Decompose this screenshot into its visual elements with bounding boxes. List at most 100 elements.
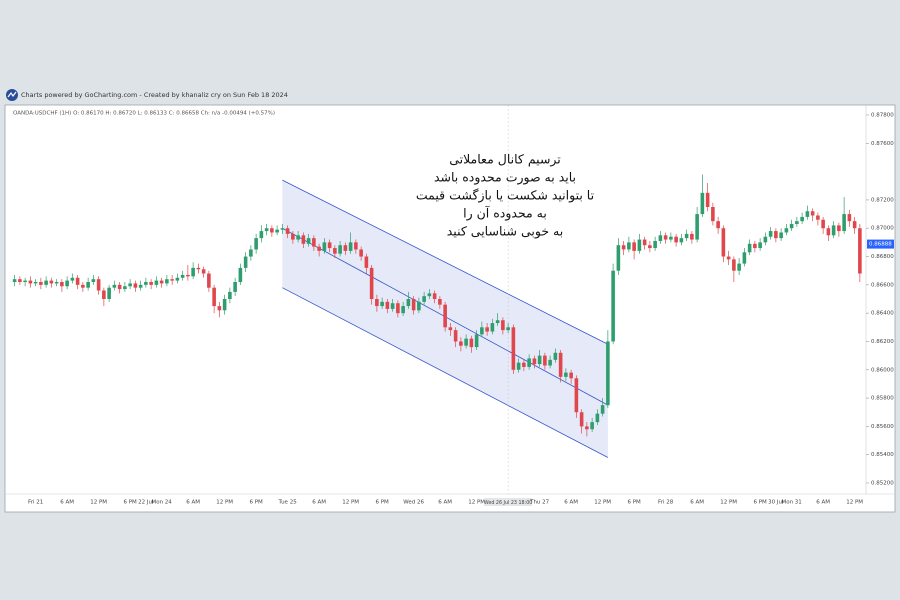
x-tick-label: 6 AM — [816, 500, 830, 506]
candle-body — [191, 267, 195, 277]
candle-body — [506, 327, 510, 331]
candle-body — [417, 301, 421, 311]
candle-body — [275, 229, 279, 233]
candle-body — [133, 283, 138, 288]
candle-body — [259, 231, 264, 239]
candle-body — [138, 284, 143, 288]
candle-body — [301, 235, 306, 244]
candle-body — [600, 405, 605, 414]
candle-body — [474, 334, 479, 348]
candle-body — [49, 280, 54, 284]
candle-body — [642, 239, 647, 246]
x-tick-label: 6 PM — [249, 500, 263, 506]
candle-body — [264, 228, 269, 232]
y-tick-label: 0.86600 — [871, 282, 894, 288]
x-tick-label: 30 Jul — [768, 500, 784, 506]
annotation-line: باید به صورت محدوده باشد — [434, 170, 576, 186]
candle-body — [180, 274, 185, 278]
candle-body — [222, 299, 227, 311]
x-tick-label: 12 PM — [720, 500, 737, 506]
candle-body — [495, 320, 500, 324]
candle-body — [233, 282, 237, 292]
candle-body — [480, 327, 484, 335]
channel-lower — [282, 287, 609, 458]
candle-body — [653, 240, 657, 249]
candle-body — [627, 242, 631, 250]
candle-body — [60, 282, 64, 287]
candle-body — [837, 225, 841, 232]
candle-body — [700, 192, 705, 215]
candle-body — [527, 358, 531, 367]
candle-body — [291, 233, 295, 240]
x-tick-label: 6 PM — [123, 500, 137, 506]
candle-body — [616, 245, 621, 271]
symbol-info: OANDA:USDCHF (1H) O: 0.86170 H: 0.86720 … — [13, 111, 275, 117]
candle-body — [154, 280, 159, 285]
candle-body — [716, 221, 720, 229]
candle-body — [70, 277, 75, 281]
candle-body — [28, 280, 33, 284]
candle-body — [569, 372, 573, 379]
candle-body — [501, 320, 505, 331]
candle-body — [464, 338, 468, 346]
candle-body — [674, 236, 678, 243]
candle-body — [317, 246, 321, 251]
x-tick-label: 6 AM — [690, 500, 704, 506]
annotation-line: به خوبی شناسایی کنید — [447, 224, 563, 240]
candle-body — [543, 355, 547, 366]
x-tick-label: Tue 25 — [278, 500, 298, 506]
candle-body — [270, 228, 274, 233]
x-tick-label: 6 AM — [312, 500, 326, 506]
candle-body — [438, 299, 442, 305]
candle-body — [375, 299, 379, 307]
y-tick-label: 0.85600 — [871, 424, 894, 430]
candle-body — [721, 228, 726, 257]
candle-body — [564, 372, 568, 377]
x-tick-label: Fri 21 — [28, 500, 43, 506]
logo-mark — [7, 91, 17, 98]
candle-body — [432, 293, 437, 299]
x-tick-label: 6 AM — [564, 500, 578, 506]
candle-body — [611, 270, 615, 342]
candle-body — [86, 282, 90, 288]
x-tick-label: 22 Jul — [138, 500, 154, 506]
candle-body — [516, 362, 521, 370]
x-tick-label: 6 AM — [60, 500, 74, 506]
candle-body — [679, 238, 684, 243]
candle-body — [816, 215, 820, 220]
candle-body — [732, 259, 736, 271]
x-tick-label: 12 PM — [342, 500, 359, 506]
y-tick-label: 0.85800 — [871, 396, 894, 402]
candle-body — [243, 256, 248, 268]
candle-body — [65, 280, 69, 287]
annotation-line: به محدوده آن را — [463, 206, 547, 222]
candle-body — [705, 192, 710, 207]
candle-body — [847, 214, 852, 222]
crosshair-label-box — [484, 498, 533, 506]
x-tick-label: 12 PM — [594, 500, 611, 506]
candle-body — [758, 242, 762, 249]
candle-body — [406, 299, 411, 307]
y-tick-label: 0.86000 — [871, 367, 894, 373]
last-price-box — [867, 239, 894, 249]
candle-body — [590, 422, 594, 430]
candle-body — [490, 323, 495, 332]
candle-body — [795, 221, 799, 224]
candle-body — [553, 352, 558, 360]
y-tick-label: 0.85400 — [871, 452, 894, 458]
candle-body — [684, 233, 689, 239]
candle-body — [726, 256, 731, 260]
x-tick-label: 6 AM — [438, 500, 452, 506]
candle-body — [401, 306, 405, 314]
candle-body — [747, 243, 752, 253]
x-tick-label: 6 PM — [627, 500, 641, 506]
candle-body — [117, 284, 122, 290]
candle-body — [285, 228, 290, 234]
candle-body — [96, 279, 101, 291]
candle-body — [789, 223, 794, 229]
candle-body — [800, 216, 804, 222]
candle-body — [128, 283, 132, 287]
y-tick-label: 0.87600 — [871, 141, 894, 147]
candle-body — [380, 301, 384, 307]
